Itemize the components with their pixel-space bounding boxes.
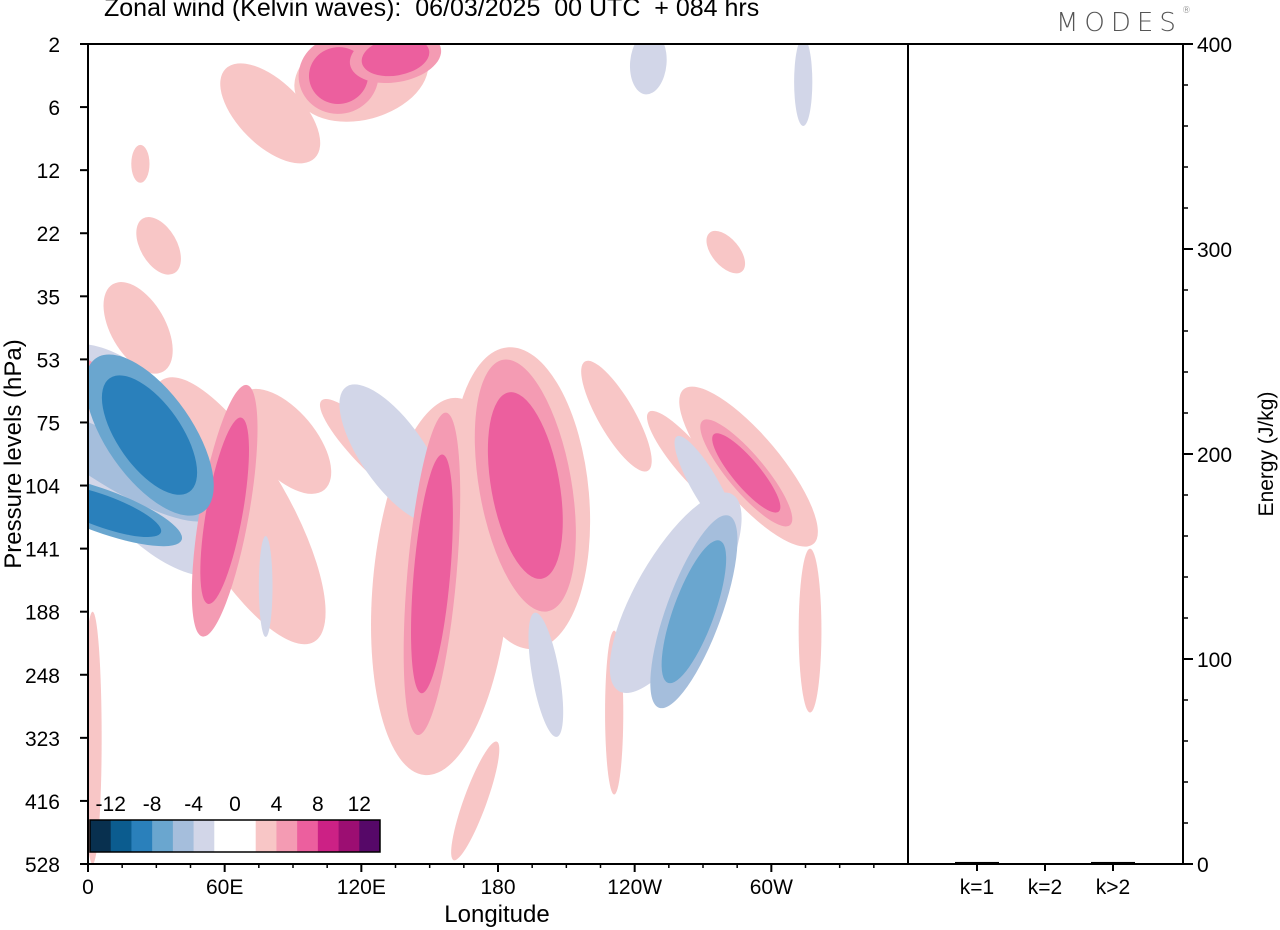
energy-tick-label: 400 <box>1197 34 1232 57</box>
pressure-tick-label: 248 <box>25 665 60 688</box>
energy-frame <box>907 43 1184 865</box>
colorbar-swatch <box>214 820 236 852</box>
field-blob-44 <box>361 44 430 77</box>
colorbar-label: 4 <box>271 793 283 816</box>
pressure-tick-label: 141 <box>25 539 60 562</box>
colorbar-swatch <box>338 820 360 852</box>
y-axis-label: Pressure levels (hPa) <box>0 339 27 568</box>
field-blob-46 <box>101 375 198 495</box>
colorbar-swatch <box>359 820 381 852</box>
pressure-tick-label: 2 <box>48 34 60 57</box>
energy-tick-label: 200 <box>1197 444 1232 467</box>
field-blob-23 <box>798 548 822 713</box>
field-blob-27 <box>131 144 150 183</box>
field-blob-31 <box>794 44 813 126</box>
pressure-tick-label: 104 <box>25 476 60 499</box>
energy-category-label: k>2 <box>1096 876 1130 899</box>
colorbar: -12 -8 -4 0 4 8 12 <box>89 793 381 853</box>
longitude-tick-label: 120E <box>337 876 386 899</box>
field-blob-19 <box>581 360 652 472</box>
field-blob-40 <box>411 454 453 694</box>
field-blob-47 <box>88 484 162 538</box>
colorbar-label: 12 <box>348 793 371 816</box>
pressure-axis: 2 6 12 22 35 53 75 104 141 188 248 323 416 528 <box>25 34 88 877</box>
colorbar-swatch <box>193 820 215 852</box>
colorbar-swatch <box>317 820 339 852</box>
field-blob-9 <box>160 44 180 126</box>
field-blob-35 <box>674 435 737 536</box>
colorbar-swatch <box>235 820 257 852</box>
colorbar-swatch <box>255 820 277 852</box>
longitude-tick-label: 120W <box>607 876 662 899</box>
energy-bar <box>955 861 999 864</box>
energy-tick-label: 100 <box>1197 649 1232 672</box>
colorbar-frame <box>89 819 381 853</box>
colorbar-label: -8 <box>143 793 162 816</box>
x-axis-label: Longitude <box>444 901 549 928</box>
field-blob-42 <box>712 433 781 513</box>
field-blob-24 <box>220 63 321 164</box>
field-blob-41 <box>487 392 563 579</box>
longitude-tick-label: 180 <box>480 876 515 899</box>
energy-tick-label: 0 <box>1197 854 1209 877</box>
colorbar-swatch <box>172 820 194 852</box>
pressure-tick-label: 323 <box>25 728 60 751</box>
pressure-tick-label: 416 <box>25 791 60 814</box>
colorbar-swatch <box>297 820 319 852</box>
longitude-tick-label: 0 <box>82 876 94 899</box>
colorbar-label: 0 <box>229 793 241 816</box>
field-blob-8 <box>796 687 815 864</box>
colorbar-swatch <box>152 820 174 852</box>
field-blob-14 <box>236 388 332 494</box>
field-blob-7 <box>538 227 595 290</box>
colorbar-label: 8 <box>312 793 324 816</box>
pressure-tick-label: 188 <box>25 602 60 625</box>
pressure-tick-label: 22 <box>37 223 60 246</box>
field-blob-33 <box>528 612 564 737</box>
longitude-axis: 0 60E 120E 180 120W 60W <box>82 864 875 899</box>
modes-logo: MODES® <box>1056 6 1191 38</box>
energy-axis: 0 100 200 300 400 <box>1183 34 1232 877</box>
pressure-tick-label: 53 <box>37 349 60 372</box>
colorbar-swatch <box>110 820 132 852</box>
field-blob-12 <box>103 282 173 374</box>
field-blob-15 <box>258 536 273 637</box>
registered-mark: ® <box>1181 6 1191 16</box>
logo-text: MODES <box>1056 8 1182 38</box>
energy-bar <box>1091 861 1135 864</box>
colorbar-label: -12 <box>96 793 126 816</box>
pressure-tick-label: 35 <box>37 286 60 309</box>
field-blob-36 <box>629 44 667 95</box>
field-blob-28 <box>706 230 746 274</box>
colorbar-swatch <box>90 820 112 852</box>
pressure-tick-label: 528 <box>25 854 60 877</box>
energy-category-label: k=1 <box>960 876 994 899</box>
longitude-tick-label: 60E <box>206 876 243 899</box>
heatmap-field <box>88 44 822 864</box>
colorbar-label: -4 <box>184 793 203 816</box>
colorbar-swatch <box>276 820 298 852</box>
field-blob-29 <box>451 741 500 861</box>
energy-tick-label: 300 <box>1197 239 1232 262</box>
pressure-tick-label: 12 <box>37 160 60 183</box>
field-blob-39 <box>200 417 249 605</box>
field-blob-6 <box>450 223 523 319</box>
field-blob-45 <box>661 540 727 684</box>
energy-category-label: k=2 <box>1028 876 1062 899</box>
field-blob-26 <box>136 217 181 275</box>
energy-bars: k=1 k=2 k>2 <box>955 861 1135 899</box>
figure-title: Zonal wind (Kelvin waves): 06/03/2025 00… <box>104 0 760 22</box>
pressure-tick-label: 75 <box>37 412 60 435</box>
field-blob-30 <box>88 611 102 864</box>
longitude-tick-label: 60W <box>750 876 793 899</box>
energy-axis-label: Energy (J/kg) <box>1255 392 1278 517</box>
colorbar-swatch <box>131 820 153 852</box>
pressure-tick-label: 6 <box>48 97 60 120</box>
